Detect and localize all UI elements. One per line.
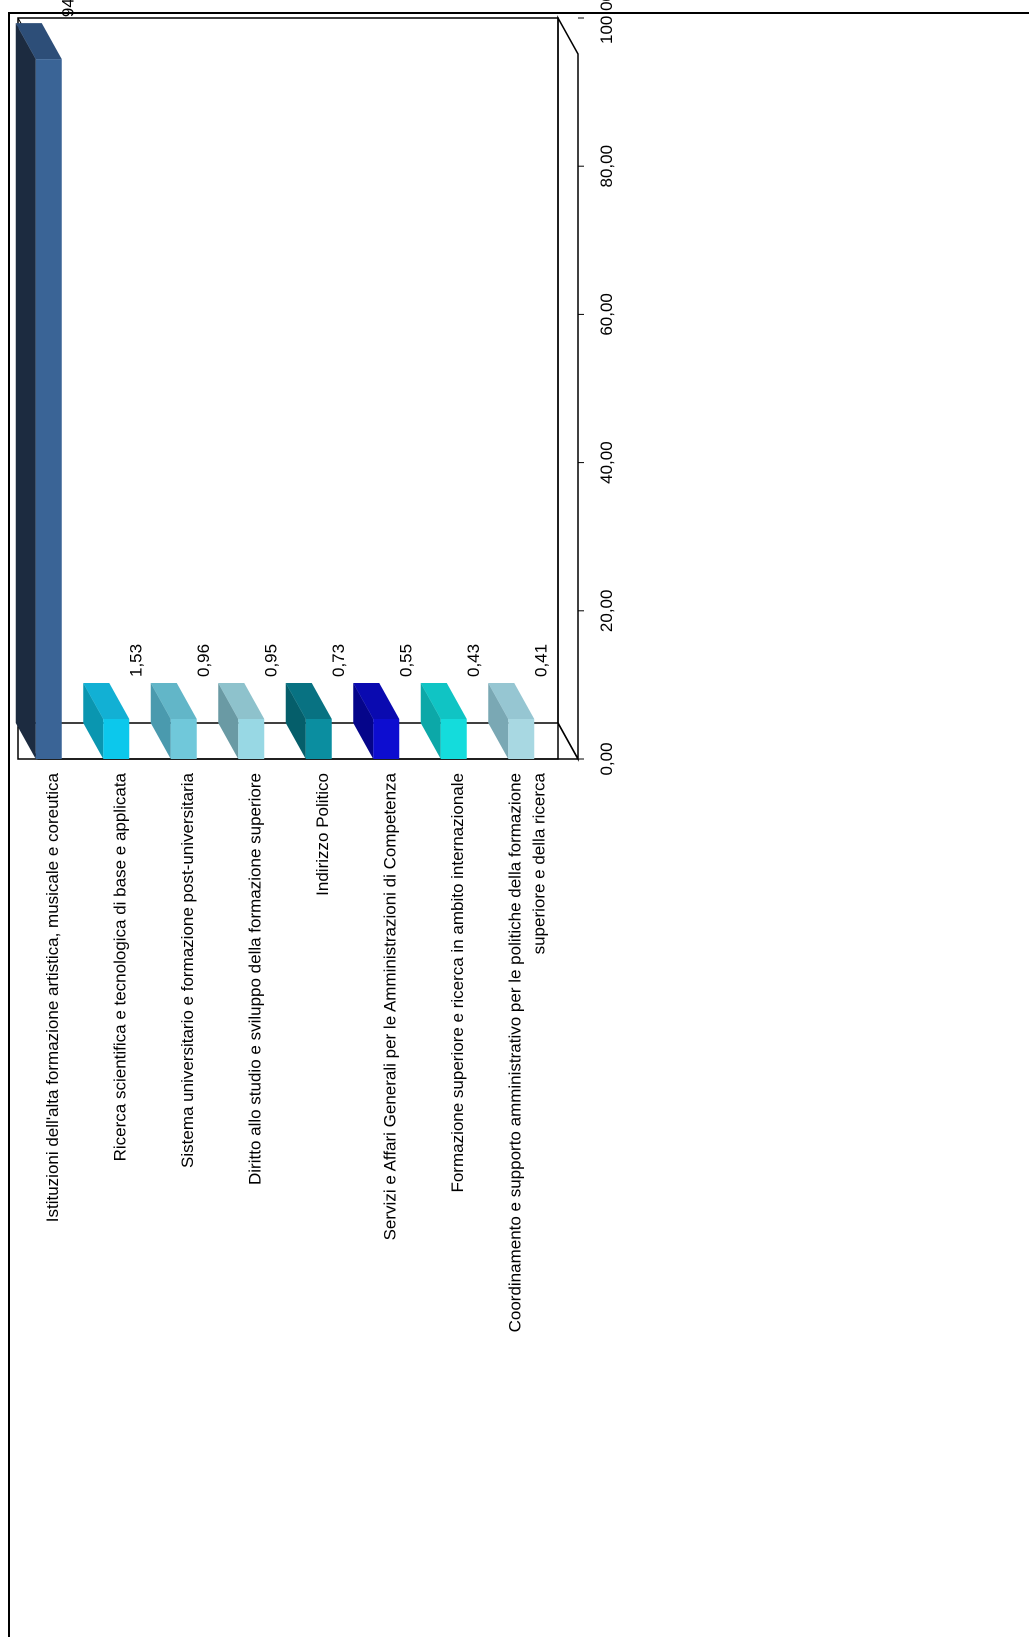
data-label: 94,45: [59, 0, 78, 17]
bar-front-face: [440, 719, 467, 759]
data-label: 0,95: [261, 644, 280, 677]
chart-outer-border: [8, 12, 1029, 1637]
category-label-line: Formazione superiore e ricerca in ambito…: [448, 773, 467, 1193]
data-label: 0,43: [464, 644, 483, 677]
bar-side-face: [420, 683, 441, 759]
tick-label: 100,00: [597, 0, 616, 44]
data-label: 0,55: [396, 644, 415, 677]
category-label-line: superiore e della ricerca: [529, 772, 548, 954]
data-labels: 94,45 1,53 0,96 0,95 0,73 0,55 0,43 0,41: [59, 0, 551, 677]
bar-top-face: [150, 683, 197, 719]
bar-side-face: [83, 683, 104, 759]
bar-side-face: [15, 23, 36, 760]
bar: [420, 683, 467, 759]
bar-side-face: [353, 683, 374, 759]
bar-front-face: [103, 719, 130, 759]
bar-front-face: [373, 719, 400, 759]
category-label-line: Sistema universitario e formazione post-…: [178, 772, 197, 1167]
category-label: Coordinamento e supporto amministrativo …: [505, 772, 548, 1332]
category-label: Istituzioni dell'alta formazione artisti…: [43, 772, 62, 1222]
bar-side-face: [285, 683, 306, 759]
bar-top-face: [420, 683, 467, 719]
category-label: Diritto allo studio e sviluppo della for…: [245, 773, 264, 1185]
bar-front-face: [35, 59, 62, 760]
tick-label: 40,00: [597, 441, 616, 484]
tick-label: 0,00: [597, 742, 616, 775]
bar: [353, 683, 400, 759]
bar-series: [15, 23, 535, 760]
tick-label: 80,00: [597, 145, 616, 188]
category-label: Sistema universitario e formazione post-…: [178, 772, 197, 1167]
bar-front-face: [305, 719, 332, 759]
bar-front-face: [238, 719, 265, 759]
bar-top-face: [353, 683, 400, 719]
data-label: 0,41: [531, 644, 550, 677]
bar-side-face: [488, 683, 509, 759]
bar: [488, 683, 535, 759]
bar-front-face: [170, 719, 197, 759]
category-label: Formazione superiore e ricerca in ambito…: [448, 773, 467, 1193]
bar: [285, 683, 332, 759]
category-label-line: Servizi e Affari Generali per le Amminis…: [380, 772, 399, 1240]
bar-front-face: [508, 719, 535, 759]
category-label-line: Diritto allo studio e sviluppo della for…: [245, 773, 264, 1185]
category-label: Ricerca scientifica e tecnologica di bas…: [110, 772, 129, 1161]
category-label-line: Ricerca scientifica e tecnologica di bas…: [110, 772, 129, 1161]
tick-label: 60,00: [597, 293, 616, 336]
bar: [150, 683, 197, 759]
bar: [15, 23, 62, 760]
bar-top-face: [15, 23, 62, 60]
data-label: 1,53: [126, 644, 145, 677]
side-wall: [557, 15, 579, 762]
category-label-line: Istituzioni dell'alta formazione artisti…: [43, 772, 62, 1222]
bar-top-face: [218, 683, 265, 719]
category-label-line: Coordinamento e supporto amministrativo …: [505, 773, 524, 1332]
category-label: Indirizzo Politico: [313, 773, 332, 896]
bar-side-face: [218, 683, 239, 759]
data-label: 0,73: [329, 644, 348, 677]
plot-area-frame: [16, 15, 580, 762]
category-label: Servizi e Affari Generali per le Amminis…: [380, 772, 399, 1240]
category-axis-labels: Istituzioni dell'alta formazione artisti…: [43, 772, 549, 1332]
bar-top-face: [488, 683, 535, 719]
tick-label: 20,00: [597, 590, 616, 633]
category-label-line: Indirizzo Politico: [313, 773, 332, 896]
data-label: 0,96: [194, 644, 213, 677]
bar: [218, 683, 265, 759]
bar-side-face: [150, 683, 171, 759]
bar: [83, 683, 130, 759]
bar-top-face: [285, 683, 332, 719]
value-axis: 0,00 20,00 40,00 60,00 80,00 100,00: [578, 0, 616, 776]
bar-top-face: [83, 683, 130, 719]
